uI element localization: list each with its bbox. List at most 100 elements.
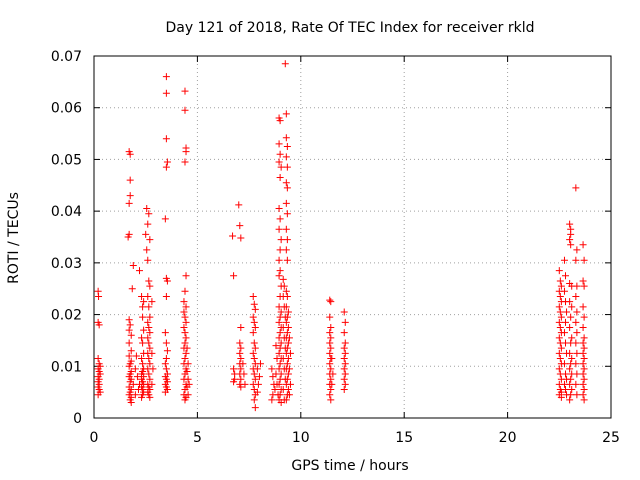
data-point: [125, 362, 133, 370]
data-point: [580, 365, 588, 373]
data-point: [275, 225, 283, 233]
data-point: [282, 153, 290, 161]
data-point: [146, 344, 154, 352]
data-point: [268, 396, 276, 404]
data-point: [255, 373, 263, 381]
y-tick-label: 0.07: [51, 49, 82, 65]
data-point: [126, 321, 134, 329]
data-point: [560, 360, 568, 368]
y-tick-label: 0.03: [51, 256, 82, 272]
data-point: [275, 318, 283, 326]
data-point: [256, 360, 264, 368]
data-point: [276, 329, 284, 337]
data-point: [329, 370, 337, 378]
data-point: [555, 267, 563, 275]
y-tick-label: 0.05: [51, 152, 82, 168]
data-point: [181, 329, 189, 337]
data-point: [580, 313, 588, 321]
data-point: [284, 355, 292, 363]
data-point: [326, 391, 334, 399]
data-point: [249, 292, 257, 300]
data-point: [125, 316, 133, 324]
data-point: [280, 282, 288, 290]
data-point: [580, 375, 588, 383]
data-point: [327, 298, 335, 306]
data-point: [250, 370, 258, 378]
data-point: [580, 344, 588, 352]
data-point: [146, 236, 154, 244]
data-point: [276, 267, 284, 275]
data-point: [556, 308, 564, 316]
data-point: [284, 308, 292, 316]
data-point: [144, 292, 152, 300]
data-point: [326, 349, 334, 357]
data-point: [161, 215, 169, 223]
data-point: [562, 370, 570, 378]
data-point: [282, 179, 290, 187]
data-point: [162, 339, 170, 347]
data-point: [275, 349, 283, 357]
data-point: [181, 396, 189, 404]
data-point: [566, 324, 574, 331]
x-tick-label: 20: [499, 430, 517, 446]
data-point: [181, 355, 189, 363]
data-point: [251, 404, 259, 412]
data-point: [96, 362, 104, 370]
data-point: [327, 386, 335, 394]
data-point: [230, 365, 238, 373]
data-point: [135, 267, 143, 275]
data-point: [145, 339, 153, 347]
data-point: [556, 355, 564, 363]
data-point: [253, 365, 261, 373]
data-point: [146, 393, 154, 401]
data-point: [579, 370, 587, 378]
data-point: [236, 349, 244, 357]
data-point: [140, 298, 148, 306]
data-point: [327, 396, 335, 404]
data-point: [241, 380, 249, 388]
data-point: [573, 282, 581, 290]
data-point: [327, 375, 335, 383]
data-point: [251, 344, 259, 352]
data-point: [94, 391, 102, 399]
data-point: [326, 296, 334, 304]
data-point: [235, 201, 243, 209]
data-point: [146, 329, 154, 337]
data-point: [251, 324, 259, 331]
data-point: [161, 329, 169, 337]
data-point: [145, 303, 153, 311]
data-point: [124, 233, 132, 241]
data-point: [568, 303, 576, 311]
data-point: [181, 313, 189, 321]
data-point: [143, 246, 151, 254]
data-point: [283, 292, 291, 300]
data-point: [276, 215, 284, 223]
data-point: [284, 339, 292, 347]
data-point: [326, 360, 334, 368]
data-point: [184, 375, 192, 383]
data-point: [131, 391, 139, 399]
data-point: [183, 367, 191, 375]
data-point: [271, 386, 279, 394]
data-point: [180, 324, 188, 331]
data-point: [277, 236, 285, 244]
data-point: [182, 334, 190, 342]
data-point: [143, 205, 151, 213]
data-point: [237, 324, 245, 331]
data-point: [125, 326, 133, 334]
data-point: [277, 339, 285, 347]
data-point: [146, 375, 154, 383]
y-axis-label: ROTI / TECUs: [6, 192, 22, 284]
data-point: [129, 261, 137, 269]
data-point: [572, 184, 580, 192]
data-point: [282, 318, 290, 326]
data-point: [126, 192, 134, 200]
data-point: [276, 246, 284, 254]
data-point: [286, 349, 294, 357]
data-point: [148, 380, 156, 388]
x-tick-label: 0: [90, 430, 99, 446]
data-point: [285, 365, 293, 373]
data-point: [573, 329, 581, 337]
data-point: [275, 272, 283, 280]
data-point: [568, 334, 576, 342]
